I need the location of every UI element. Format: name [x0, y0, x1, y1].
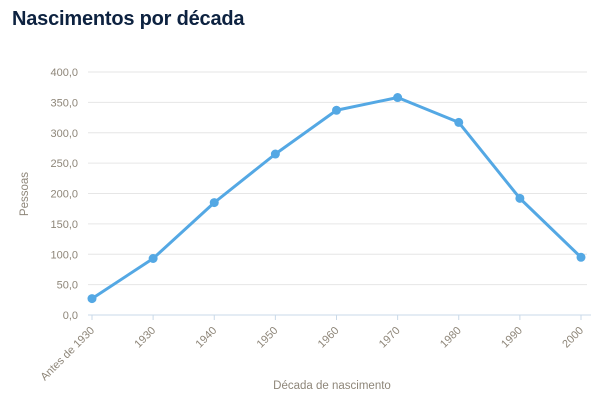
tick-labels-group: 0,0 50,0 100,0 150,0 200,0 250,0 300,0 350,0 400…: [38, 67, 586, 383]
data-point[interactable]: [515, 193, 525, 203]
data-point[interactable]: [454, 117, 464, 127]
x-axis-title: Década de nascimento: [273, 380, 391, 392]
series-line: [90, 96, 583, 301]
y-tick-label: 250,0: [50, 158, 78, 170]
data-point[interactable]: [87, 294, 97, 304]
x-tick-label: 1970: [377, 325, 403, 351]
y-tick-label: 50,0: [57, 280, 78, 292]
axes-group: [88, 314, 591, 320]
y-tick-label: 400,0: [50, 67, 78, 79]
data-point[interactable]: [576, 252, 586, 262]
y-tick-label: 200,0: [50, 189, 78, 201]
x-tick-label: 1930: [132, 325, 158, 351]
y-tick-label: 0,0: [63, 310, 78, 322]
gridlines-group: [88, 71, 587, 286]
x-tick-label: 1940: [194, 325, 220, 351]
data-point[interactable]: [209, 198, 219, 208]
data-point[interactable]: [332, 105, 341, 115]
series-group: [87, 93, 586, 304]
x-tick-label: 1960: [316, 325, 342, 351]
data-point[interactable]: [270, 149, 280, 159]
y-tick-label: 150,0: [50, 219, 78, 231]
x-tick-label: 2000: [560, 325, 586, 351]
x-tick-label: 1950: [255, 325, 281, 351]
data-point[interactable]: [393, 93, 403, 103]
x-tick-label: 1980: [438, 325, 464, 351]
y-tick-label: 100,0: [50, 249, 78, 261]
y-tick-label: 300,0: [50, 128, 78, 140]
x-tick-label: 1990: [499, 325, 525, 351]
data-point[interactable]: [148, 254, 158, 264]
y-tick-label: 350,0: [50, 97, 78, 109]
y-axis-title: Pessoas: [19, 172, 31, 216]
chart-title: Nascimentos por década: [12, 8, 245, 30]
x-tick-label: Antes de 1930: [38, 325, 97, 384]
